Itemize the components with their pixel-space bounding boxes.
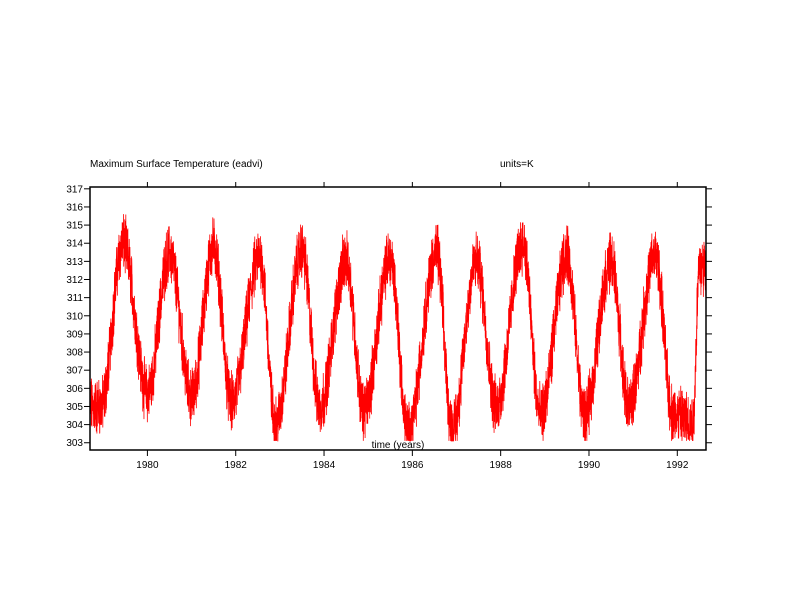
chart-title: Maximum Surface Temperature (eadvi) bbox=[90, 159, 263, 170]
y-tick-label: 316 bbox=[66, 202, 83, 213]
x-tick-label: 1990 bbox=[578, 460, 601, 471]
x-tick-label: 1984 bbox=[313, 460, 336, 471]
plot-frame bbox=[89, 186, 707, 451]
x-tick-label: 1982 bbox=[225, 460, 248, 471]
y-tick-label: 311 bbox=[67, 293, 83, 304]
x-axis-label: time (years) bbox=[372, 440, 425, 451]
y-tick-label: 306 bbox=[66, 384, 83, 395]
y-tick-label: 315 bbox=[66, 221, 83, 232]
x-tick-label: 1980 bbox=[136, 460, 159, 471]
y-tick-label: 313 bbox=[66, 257, 83, 268]
y-tick-label: 312 bbox=[66, 275, 83, 286]
y-tick-label: 303 bbox=[66, 438, 83, 449]
x-tick-label: 1988 bbox=[490, 460, 513, 471]
y-tick-label: 314 bbox=[66, 239, 83, 250]
y-tick-label: 310 bbox=[66, 311, 83, 322]
axis-ticks: 303 304 305 306 307 308 309 310 311 312 313 314 315 3… bbox=[66, 182, 712, 471]
y-tick-label: 317 bbox=[66, 184, 83, 195]
y-tick-label: 305 bbox=[66, 402, 83, 413]
units-label: units=K bbox=[500, 159, 534, 170]
temperature-series-line bbox=[90, 214, 706, 442]
series-layer bbox=[90, 214, 706, 442]
y-tick-label: 308 bbox=[66, 348, 83, 359]
y-tick-label: 309 bbox=[66, 329, 83, 340]
x-tick-label: 1992 bbox=[666, 460, 689, 471]
y-tick-label: 307 bbox=[66, 366, 83, 377]
x-tick-label: 1986 bbox=[401, 460, 424, 471]
y-tick-label: 304 bbox=[66, 420, 83, 431]
